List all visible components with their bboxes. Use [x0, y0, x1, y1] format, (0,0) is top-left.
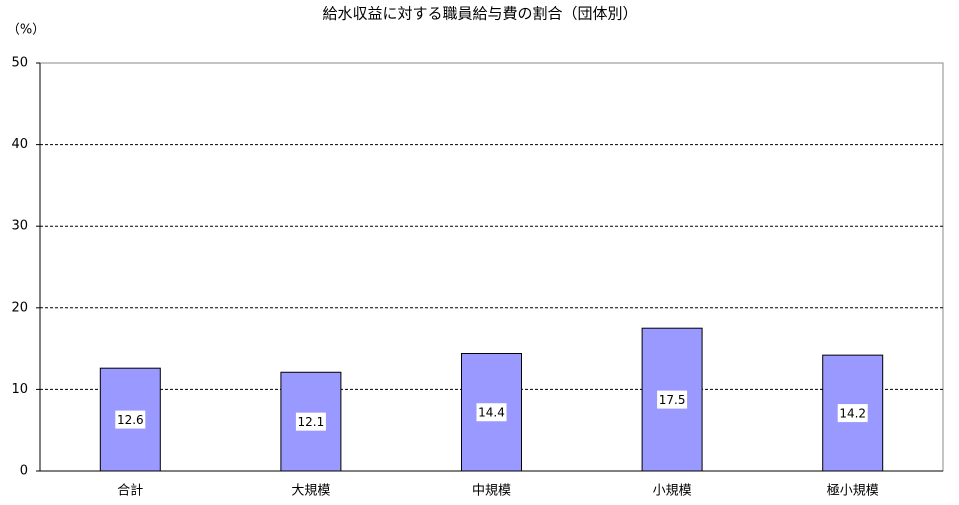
y-tick-label: 30 [11, 219, 28, 234]
x-tick-label: 合計 [117, 483, 143, 499]
y-tick-label: 40 [11, 137, 28, 152]
x-tick-label: 極小規模 [827, 483, 879, 499]
data-label: 14.4 [478, 406, 505, 420]
data-label-box [476, 403, 507, 422]
y-tick-label: 20 [11, 300, 28, 315]
y-axis-label: （%） [7, 23, 45, 38]
x-tick-label: 大規模 [291, 484, 330, 499]
data-label: 14.2 [839, 407, 866, 421]
data-label: 12.6 [117, 413, 144, 427]
x-tick-label: 中規模 [472, 484, 511, 499]
y-tick-label: 0 [20, 464, 28, 479]
data-label: 12.1 [298, 415, 325, 429]
y-tick-label: 10 [11, 382, 28, 397]
data-label-box [837, 404, 868, 423]
chart-title: 給水収益に対する職員給与費の割合（団体別） [322, 5, 637, 23]
data-label-box [115, 410, 146, 429]
data-label: 17.5 [659, 393, 686, 407]
y-tick-label: 50 [11, 56, 28, 71]
data-label-box [295, 412, 326, 431]
x-tick-label: 小規模 [653, 484, 692, 499]
data-label-box [657, 390, 688, 409]
